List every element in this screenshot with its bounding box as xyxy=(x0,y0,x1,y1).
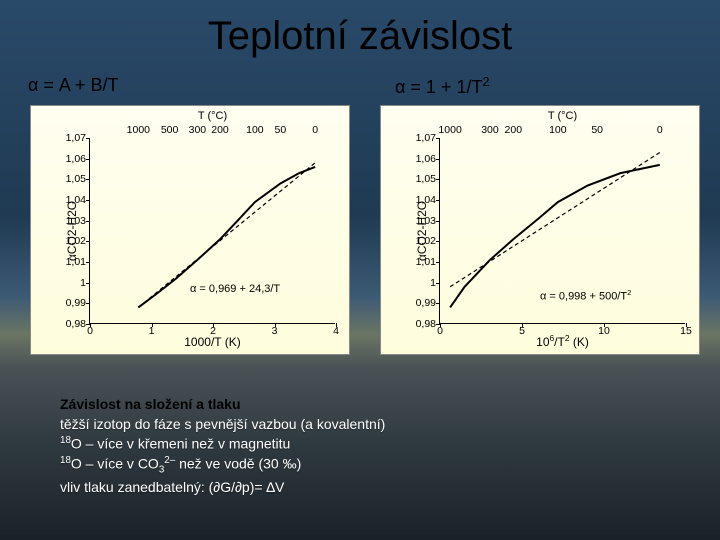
plot-area-right: 0,980,9911,011,021,031,041,051,061,07051… xyxy=(439,138,685,324)
formula-left: α = A + B/T xyxy=(28,75,118,96)
data-curve xyxy=(450,165,660,308)
xlabel: 106/T2 (K) xyxy=(536,333,589,349)
top-tick-label: 300 xyxy=(189,124,207,138)
top-tick-label: 200 xyxy=(505,124,523,138)
chart-right: 0,980,9911,011,021,031,041,051,061,07051… xyxy=(380,105,700,355)
bottom-text: Závislost na složení a tlaku těžší izoto… xyxy=(60,395,385,497)
formula-right-sup: 2 xyxy=(482,75,489,89)
equation-label: α = 0,998 + 500/T2 xyxy=(540,288,631,303)
top-tick-label: 500 xyxy=(161,124,179,138)
top-axis-title: T (°C) xyxy=(548,110,577,122)
dashed-fit-line xyxy=(450,152,660,286)
slide-title: Teplotní závislost xyxy=(0,14,720,59)
top-tick-label: 100 xyxy=(549,124,567,138)
bottom-line2: těžší izotop do fáze s pevnější vazbou (… xyxy=(60,415,385,435)
bottom-title: Závislost na složení a tlaku xyxy=(60,395,385,415)
bottom-line3: 18O – více v křemeni než v magnetitu xyxy=(60,434,385,454)
top-axis-title: T (°C) xyxy=(198,110,227,122)
plot-svg-left xyxy=(90,138,335,323)
top-tick-label: 50 xyxy=(275,124,287,138)
bottom-line4: 18O – více v CO32– než ve vodě (30 ‰) xyxy=(60,454,385,477)
top-tick-label: 0 xyxy=(312,124,318,138)
top-tick-label: 0 xyxy=(657,124,663,138)
top-tick-label: 1000 xyxy=(127,124,150,138)
ylabel: αCO2-H2O xyxy=(415,200,429,260)
top-tick-label: 50 xyxy=(591,124,603,138)
top-tick-label: 100 xyxy=(246,124,264,138)
equation-label: α = 0,969 + 24,3/T xyxy=(190,283,280,295)
top-tick-label: 300 xyxy=(481,124,499,138)
ylabel: αCO2-H2O xyxy=(65,200,79,260)
bottom-line5: vliv tlaku zanedbatelný: (∂G/∂p)= ∆V xyxy=(60,478,385,498)
plot-area-left: 0,980,9911,011,021,031,041,051,061,07012… xyxy=(89,138,335,324)
top-tick-label: 1000 xyxy=(438,124,461,138)
top-tick-label: 200 xyxy=(211,124,229,138)
xlabel: 1000/T (K) xyxy=(184,335,240,349)
slide: Teplotní závislost α = A + B/T α = 1 + 1… xyxy=(0,0,720,540)
formula-right: α = 1 + 1/T2 xyxy=(395,75,489,98)
chart-left: 0,980,9911,011,021,031,041,051,061,07012… xyxy=(30,105,350,355)
formula-right-text: α = 1 + 1/T xyxy=(395,77,482,97)
